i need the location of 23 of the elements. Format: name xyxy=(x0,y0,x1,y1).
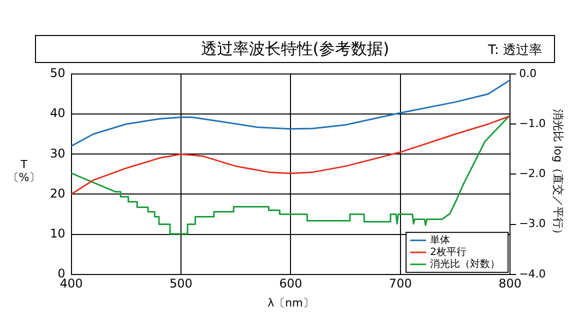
y-tick-label: 40 xyxy=(50,106,66,120)
y-tick-label: 10 xyxy=(50,226,66,240)
y2-tick-label: 0.0 xyxy=(519,66,537,80)
y2-axis-title: 消光比 log（直交／平行） xyxy=(552,109,565,240)
x-tick-label: 700 xyxy=(388,276,412,291)
y-axis-title: T 〔%〕 xyxy=(8,158,40,184)
y2-tick-label: −4.0 xyxy=(519,267,546,280)
legend-label: 単体 xyxy=(430,234,450,246)
x-tick-label: 800 xyxy=(498,276,522,291)
x-axis-title: λ〔nm〕 xyxy=(268,296,314,310)
y-tick-label: 50 xyxy=(50,66,66,80)
legend-label: 2枚平行 xyxy=(430,246,466,258)
legend-label: 消光比（対数） xyxy=(430,258,500,270)
y-tick-label: 20 xyxy=(50,186,66,200)
x-tick-label: 400 xyxy=(60,276,83,291)
y-tick-label: 30 xyxy=(50,146,66,160)
y2-tick-label: −3.0 xyxy=(519,217,546,230)
y2-tick-label: −1.0 xyxy=(519,116,546,130)
chart-title: 透过率波长特性(参考数据) xyxy=(200,39,390,58)
text: T: 透过率 xyxy=(488,42,542,59)
x-tick-label: 600 xyxy=(279,276,302,291)
y2-tick-label: −2.0 xyxy=(519,167,546,180)
x-tick-label: 500 xyxy=(170,276,192,291)
